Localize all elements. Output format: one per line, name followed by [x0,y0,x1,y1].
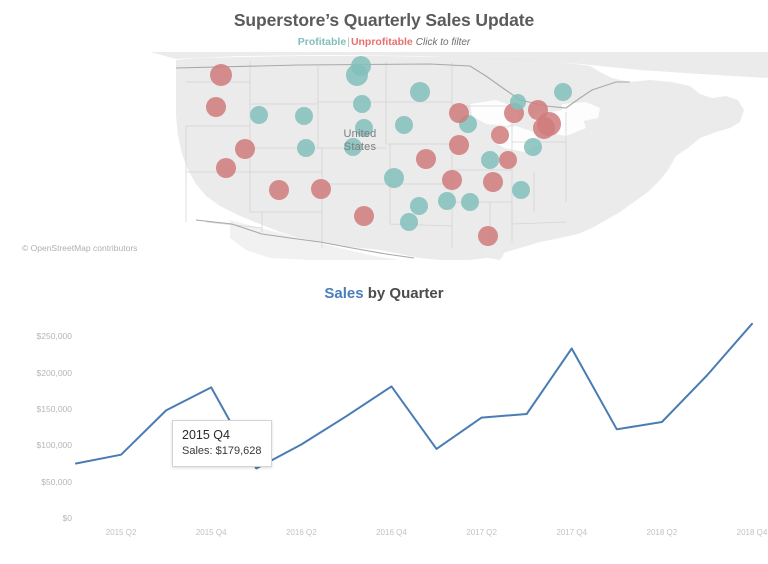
map-marker-unprofitable[interactable] [206,97,226,117]
tooltip-value: Sales: $179,628 [182,445,262,457]
map-marker-profitable[interactable] [524,138,542,156]
map-marker-unprofitable[interactable] [499,151,517,169]
map-marker-unprofitable[interactable] [210,64,232,86]
country-label-line2: States [343,141,377,153]
map-marker-profitable[interactable] [395,116,413,134]
map-marker-unprofitable[interactable] [449,103,469,123]
chart-title-rest: by Quarter [363,285,444,302]
chart-title-accent: Sales [324,285,364,302]
x-axis-tick-label: 2015 Q4 [195,528,227,537]
x-axis-tick-label: 2017 Q2 [466,528,497,537]
map-marker-unprofitable[interactable] [478,226,498,246]
map-marker-profitable[interactable] [250,106,268,124]
map-marker-unprofitable[interactable] [483,172,503,192]
x-axis-tick-label: 2018 Q4 [736,528,768,537]
chart-tooltip[interactable]: 2015 Q4 Sales: $179,628 [172,420,272,467]
map-marker-profitable[interactable] [295,107,313,125]
map-marker-unprofitable[interactable] [533,117,555,139]
country-label-line1: United [343,128,377,140]
sales-line-chart[interactable]: $0 $50,000 $100,000 $150,000 $200,000 $250,00… [0,310,768,564]
map-marker-profitable[interactable] [512,181,530,199]
legend-filter-bar: Profitable|Unprofitable Click to filter [0,36,768,48]
map-attribution[interactable]: © OpenStreetMap contributors [22,243,138,253]
map-marker-profitable[interactable] [510,94,526,110]
y-axis-tick-label: $250,000 [36,331,72,342]
map-marker-profitable[interactable] [355,119,373,137]
dashboard-title: Superstore’s Quarterly Sales Update [233,10,535,30]
y-axis-tick-label: $50,000 [41,476,72,487]
map-country-label: United States [330,128,390,154]
tooltip-title: 2015 Q4 [182,428,230,442]
map-marker-unprofitable[interactable] [491,126,509,144]
chart-title: Sales by Quarter [0,285,768,302]
map-marker-unprofitable[interactable] [449,135,469,155]
map-marker-unprofitable[interactable] [216,158,236,178]
legend-profitable[interactable]: Profitable [297,36,347,48]
map-marker-profitable[interactable] [438,192,456,210]
map-marker-profitable[interactable] [410,82,430,102]
chart-plot-line [75,322,753,470]
legend-separator: | [347,36,350,48]
map-marker-profitable[interactable] [384,168,404,188]
x-axis-tick-label: 2016 Q4 [376,528,407,537]
legend-unprofitable[interactable]: Unprofitable [350,36,413,48]
map-marker-profitable[interactable] [351,56,371,76]
y-axis-tick-label: $150,000 [36,403,72,414]
map-marker-unprofitable[interactable] [269,180,289,200]
y-axis-tick-label: $0 [62,513,72,523]
map-marker-unprofitable[interactable] [235,139,255,159]
map-basemap [0,52,768,260]
y-axis-tick-label: $200,000 [36,367,72,378]
map-marker-profitable[interactable] [297,139,315,157]
x-axis-tick-label: 2017 Q4 [556,528,588,537]
map-marker-profitable[interactable] [353,95,371,113]
map-marker-profitable[interactable] [461,193,479,211]
map-marker-profitable[interactable] [554,83,572,101]
map-marker-profitable[interactable] [481,151,499,169]
sales-series-line [75,322,753,470]
x-axis-tick-label: 2015 Q2 [105,528,137,537]
map-marker-profitable[interactable] [400,213,418,231]
map-marker-unprofitable[interactable] [311,179,331,199]
map-marker-profitable[interactable] [344,138,362,156]
y-axis-tick-label: $100,000 [36,440,72,451]
x-axis-tick-label: 2018 Q2 [646,528,678,537]
map-marker-profitable[interactable] [410,197,428,215]
map-marker-unprofitable[interactable] [416,149,436,169]
map-view[interactable]: United States [0,52,768,260]
legend-hint: Click to filter [415,37,471,48]
x-axis-tick-label: 2016 Q2 [285,528,317,537]
map-marker-unprofitable[interactable] [442,170,462,190]
map-marker-unprofitable[interactable] [354,206,374,226]
